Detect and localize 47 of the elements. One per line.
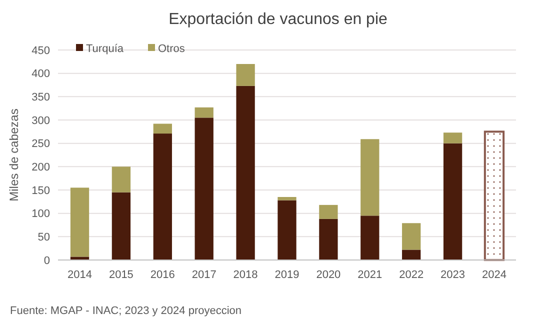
bar [236,86,255,260]
x-tick-label: 2023 [440,269,466,281]
bar [70,256,90,260]
y-tick-label: 100 [32,208,50,220]
bar [278,200,296,260]
legend-label: Otros [158,42,186,55]
chart-title: Exportación de vacunos en pie [168,11,388,28]
bar [236,64,255,86]
y-tick-label: 150 [32,184,50,197]
y-tick-label: 300 [32,114,50,127]
x-tick-label: 2014 [68,269,92,281]
source-note: Fuente: MGAP - INAC; 2023 y 2024 proyeccion [10,305,242,317]
bar [70,188,90,257]
bar [360,216,380,260]
x-tick-label: 2018 [233,269,258,281]
bar [319,204,338,219]
x-tick-label: 2017 [192,269,216,281]
bar [112,192,131,260]
bar [402,250,421,260]
x-tick-label: 2015 [108,269,134,281]
x-tick-label: 2016 [150,269,175,281]
y-tick-label: 200 [32,162,50,174]
x-tick-label: 2021 [358,269,382,281]
bar [194,107,214,118]
bar [278,197,296,200]
y-tick-label: 250 [32,138,50,150]
y-tick-label: 450 [32,44,50,57]
bar [153,124,172,134]
bar [112,166,131,192]
y-tick-label: 350 [32,92,50,104]
y-tick-label: 0 [44,254,50,267]
x-tick-label: 2020 [316,269,341,281]
bar [443,132,462,144]
bar [194,118,214,260]
bar [402,223,421,250]
x-tick-label: 2022 [399,269,424,281]
x-tick-label: 2019 [274,269,300,281]
y-tick-label: 400 [32,68,50,80]
bar [443,143,462,260]
bar [319,218,338,260]
y-tick-label: 50 [38,232,50,244]
x-tick-label: 2024 [482,269,506,281]
legend-label: Turquía [86,42,124,55]
bar [484,130,505,261]
bar [153,134,172,260]
bar [360,139,380,216]
y-axis-title: Miles de cabezas [7,108,21,202]
